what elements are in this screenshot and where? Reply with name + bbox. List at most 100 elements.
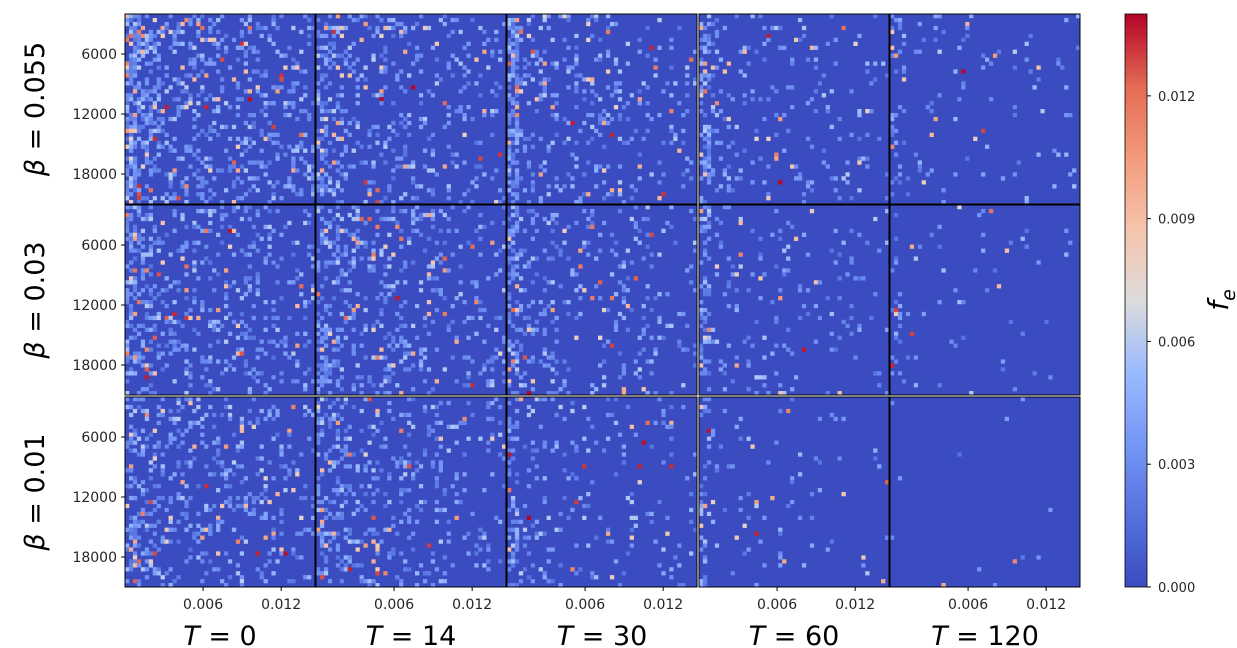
heatmap-cell <box>295 363 300 368</box>
heatmap-cell <box>669 109 674 114</box>
heatmap-cell <box>316 101 321 106</box>
heatmap-cell <box>981 65 986 70</box>
heatmap-cell <box>411 260 416 265</box>
heatmap-cell <box>530 53 536 58</box>
heatmap-cell <box>331 260 337 265</box>
heatmap-cell <box>490 400 495 406</box>
heatmap-cell <box>542 17 547 23</box>
heatmap-cell <box>514 300 520 305</box>
heatmap-cell <box>172 319 177 325</box>
heatmap-cell <box>526 21 532 27</box>
heatmap-cell <box>699 25 704 31</box>
heatmap-cell <box>510 248 516 253</box>
heatmap-cell <box>156 355 161 360</box>
heatmap-cell <box>685 323 690 329</box>
heatmap-cell <box>754 499 759 505</box>
heatmap-cell <box>702 61 708 66</box>
heatmap-cell <box>462 300 467 305</box>
heatmap-cell <box>263 383 268 388</box>
heatmap-cell <box>726 343 731 348</box>
heatmap-cell <box>661 172 666 177</box>
heatmap-cell <box>813 339 819 344</box>
heatmap-cell <box>148 499 154 505</box>
heatmap-cell <box>526 61 532 66</box>
heatmap-cell <box>574 33 579 39</box>
heatmap-cell <box>403 488 408 493</box>
heatmap-cell <box>251 367 256 372</box>
heatmap-cell <box>411 363 416 368</box>
heatmap-cell <box>702 240 708 245</box>
heatmap-cell <box>706 511 712 517</box>
heatmap-cell <box>746 45 751 50</box>
heatmap-cell <box>216 436 221 441</box>
heatmap-cell <box>152 284 157 289</box>
heatmap-cell <box>837 196 842 201</box>
heatmap-cell <box>510 109 516 114</box>
heatmap-cell <box>184 244 189 249</box>
heatmap-cell <box>184 264 189 269</box>
heatmap-cell <box>132 535 138 540</box>
heatmap-cell <box>311 256 316 261</box>
heatmap-cell <box>125 319 130 325</box>
heatmap-cell <box>319 236 325 241</box>
heatmap-cell <box>125 14 130 19</box>
heatmap-cell <box>446 61 451 66</box>
heatmap-cell <box>590 220 595 226</box>
heatmap-cell <box>136 168 142 173</box>
heatmap-cell <box>1000 367 1006 372</box>
heatmap-cell <box>379 65 384 70</box>
heatmap-cell <box>403 367 408 372</box>
heatmap-cell <box>470 200 475 205</box>
heatmap-cell <box>144 148 150 153</box>
heatmap-cell <box>144 152 150 157</box>
heatmap-cell <box>319 432 325 437</box>
x-tick-label: 0.006 <box>948 597 988 613</box>
heatmap-cell <box>243 69 249 74</box>
heatmap-cell <box>762 116 767 122</box>
heatmap-cell <box>339 172 345 177</box>
heatmap-cell <box>204 244 209 249</box>
heatmap-cell <box>379 347 384 352</box>
heatmap-cell <box>291 551 296 556</box>
heatmap-cell <box>442 14 447 19</box>
heatmap-cell <box>192 288 197 293</box>
heatmap-cell <box>702 339 708 344</box>
heatmap-cell <box>526 327 532 332</box>
heatmap-cell <box>957 300 962 305</box>
heatmap-cell <box>144 436 150 441</box>
heatmap-cell <box>204 180 209 185</box>
heatmap-cell <box>180 41 185 46</box>
heatmap-cell <box>335 160 341 165</box>
heatmap-cell <box>136 436 142 441</box>
heatmap-cell <box>590 77 595 82</box>
heatmap-cell <box>953 116 958 122</box>
heatmap-cell <box>718 57 724 62</box>
heatmap-cell <box>965 33 970 39</box>
heatmap-cell <box>152 49 157 54</box>
heatmap-cell <box>247 45 252 50</box>
heatmap-cell <box>507 85 512 90</box>
heatmap-cell <box>422 379 428 384</box>
heatmap-cell <box>418 184 424 189</box>
heatmap-cell <box>176 196 181 201</box>
heatmap-cell <box>347 424 352 429</box>
heatmap-cell <box>1056 57 1061 62</box>
heatmap-cell <box>699 579 704 584</box>
heatmap-cell <box>621 391 627 396</box>
heatmap-cell <box>132 480 138 485</box>
heatmap-cell <box>514 140 520 145</box>
heatmap-cell <box>316 97 321 102</box>
heatmap-cell <box>514 359 520 364</box>
heatmap-cell <box>291 460 296 465</box>
heatmap-cell <box>841 176 846 181</box>
heatmap-cell <box>507 49 512 54</box>
heatmap-cell <box>718 367 724 372</box>
heatmap-cell <box>714 140 720 145</box>
heatmap-cell <box>172 192 177 197</box>
heatmap-cell <box>538 172 543 177</box>
heatmap-cell <box>722 168 728 173</box>
heatmap-cell <box>782 559 787 564</box>
heatmap-cell <box>873 61 878 66</box>
heatmap-cell <box>941 188 946 193</box>
heatmap-cell <box>921 311 926 317</box>
